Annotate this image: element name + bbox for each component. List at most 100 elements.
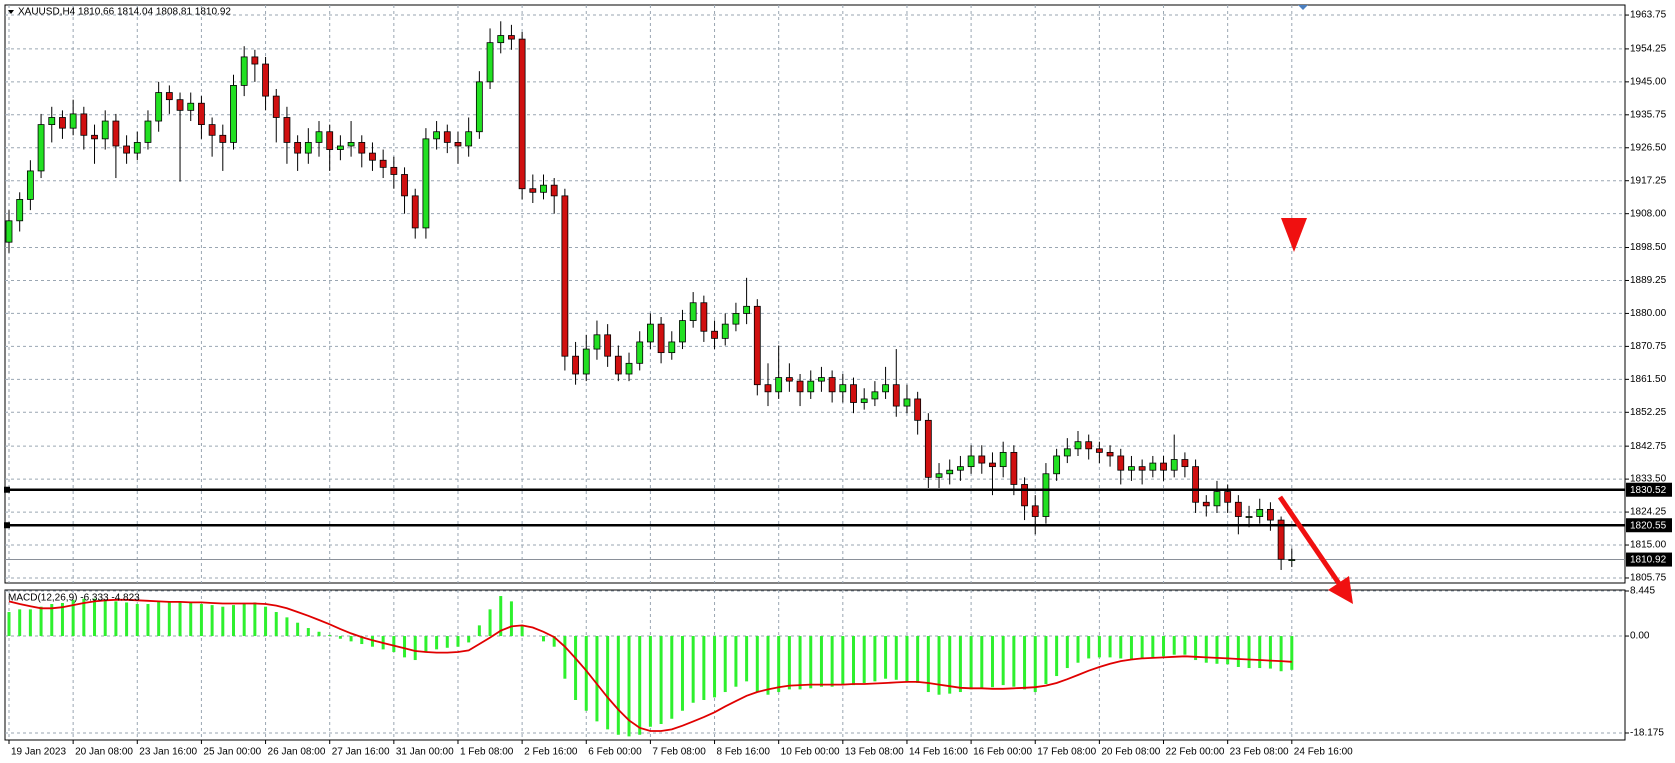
panel-frame xyxy=(4,4,1626,584)
candle-body xyxy=(785,377,793,382)
candle-body xyxy=(1160,462,1167,471)
last-price-box xyxy=(1626,552,1672,567)
candle-body xyxy=(283,117,291,143)
x-tick-label: 8 Feb 16:00 xyxy=(717,747,771,758)
y-tick-label: 1908.00 xyxy=(1630,208,1667,219)
signal-line xyxy=(8,598,1292,732)
candle-body xyxy=(508,35,515,40)
candle-body xyxy=(764,384,772,393)
candle-body xyxy=(828,377,836,393)
candle-body xyxy=(5,220,13,243)
candle-body xyxy=(540,184,547,193)
y-tick-label: 1824.25 xyxy=(1630,507,1667,518)
level-handle xyxy=(4,522,10,529)
candle-body xyxy=(401,174,408,197)
candle-body xyxy=(1085,441,1093,450)
candle-body xyxy=(1138,466,1146,471)
candle-body xyxy=(262,63,269,97)
y-tick-label: 1898.50 xyxy=(1630,242,1667,253)
candle-body xyxy=(732,313,740,325)
x-tick-label: 6 Feb 00:00 xyxy=(588,747,642,758)
candle-body xyxy=(582,348,590,375)
candle-body xyxy=(989,462,996,468)
candle-body xyxy=(657,323,665,354)
candle-body xyxy=(176,99,184,111)
candle-body xyxy=(711,330,718,339)
candle-body xyxy=(443,131,451,143)
candle-body xyxy=(347,142,355,147)
trend-arrow xyxy=(1277,495,1353,604)
x-tick-label: 16 Feb 00:00 xyxy=(973,747,1032,758)
candle-body xyxy=(69,113,77,129)
candle-body xyxy=(914,398,922,421)
candle-body xyxy=(187,102,195,111)
candle-body xyxy=(101,120,109,140)
candle-body xyxy=(1095,448,1103,453)
x-tick-label: 25 Jan 00:00 xyxy=(203,747,261,758)
y-tick-label: 1880.00 xyxy=(1630,308,1667,319)
candle-body xyxy=(80,113,88,136)
candle-body xyxy=(903,398,911,407)
candle-body xyxy=(390,166,398,175)
level-label: 1830.52 xyxy=(1630,485,1667,496)
candle-body xyxy=(91,134,98,140)
x-tick-label: 23 Feb 08:00 xyxy=(1230,747,1289,758)
candle-body xyxy=(37,124,45,172)
chart-title: XAUUSD,H4 1810.66 1814.04 1808.81 1810.9… xyxy=(18,7,231,18)
candle-body xyxy=(26,170,34,200)
candle-body xyxy=(796,380,804,393)
candle-body xyxy=(112,120,120,147)
candle-body xyxy=(240,56,248,86)
y-tick-label: -18.175 xyxy=(1630,728,1664,739)
candle-body xyxy=(721,323,729,339)
x-tick-label: 24 Feb 16:00 xyxy=(1294,747,1353,758)
y-tick-label: 1954.25 xyxy=(1630,44,1667,55)
candle-body xyxy=(1128,466,1135,471)
candle-body xyxy=(935,473,943,478)
candle-body xyxy=(946,469,954,475)
x-tick-label: 17 Feb 08:00 xyxy=(1037,747,1096,758)
candle-body xyxy=(882,384,889,393)
candle-body xyxy=(614,355,622,375)
y-tick-label: 1945.00 xyxy=(1630,76,1667,87)
candle-body xyxy=(743,305,751,314)
candle-body xyxy=(497,35,505,44)
candle-body xyxy=(518,38,526,190)
candle-body xyxy=(860,398,868,403)
candle-body xyxy=(326,131,334,150)
candle-body xyxy=(1181,459,1189,468)
candle-body xyxy=(133,142,141,154)
candle-body xyxy=(850,384,857,403)
candle-body xyxy=(251,56,259,65)
candle-body xyxy=(561,195,569,357)
candle-body xyxy=(839,384,847,393)
candle-body xyxy=(48,117,56,126)
last-price-label: 1810.92 xyxy=(1630,555,1667,566)
y-tick-label: 8.445 xyxy=(1630,586,1655,597)
candle-body xyxy=(647,323,654,343)
candle-body xyxy=(315,131,323,143)
y-tick-label: 1805.75 xyxy=(1630,573,1667,584)
y-tick-label: 1917.25 xyxy=(1630,175,1667,186)
panel-frame xyxy=(4,589,1626,741)
candle-body xyxy=(1031,505,1039,517)
candle-body xyxy=(454,142,462,147)
level-box xyxy=(1626,482,1672,497)
sell-signal-icon xyxy=(1281,218,1307,252)
candle-body xyxy=(1267,508,1274,521)
candle-body xyxy=(369,152,376,161)
candle-body xyxy=(892,384,900,407)
candle-body xyxy=(689,302,697,321)
candle-body xyxy=(379,159,387,168)
x-tick-label: 23 Jan 16:00 xyxy=(139,747,197,758)
candle-body xyxy=(16,199,24,222)
candle-body xyxy=(1213,491,1221,507)
candle-body xyxy=(304,142,312,154)
candle-body xyxy=(1192,466,1199,503)
y-tick-label: 1833.50 xyxy=(1630,474,1667,485)
candle-body xyxy=(957,466,964,471)
candle-body xyxy=(625,362,633,375)
